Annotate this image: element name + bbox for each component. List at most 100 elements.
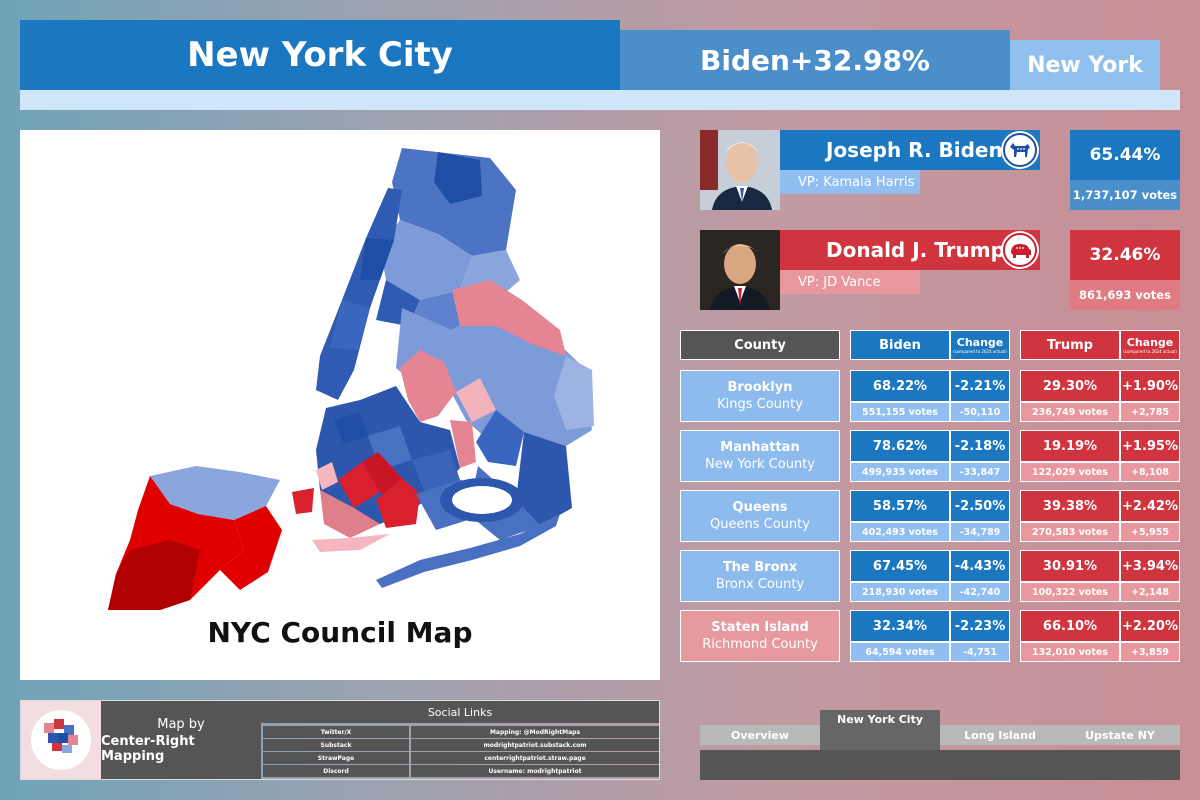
trump-vote-change-cell: +3,859	[1120, 642, 1180, 662]
social-link-row: Substack modrightpatriot.substack.com	[261, 739, 659, 752]
trump-change-cell: +1.95%	[1120, 430, 1180, 462]
header-change-note: (compared to 2024 actual)	[953, 348, 1007, 354]
county-name: Queens	[732, 500, 788, 515]
county-cell[interactable]: Queens Queens County	[680, 490, 840, 542]
margin-badge: Biden+32.98%	[620, 30, 1010, 90]
map-title: NYC Council Map	[207, 616, 473, 649]
biden-votes-cell: 402,493 votes	[850, 522, 950, 542]
trump-vote-change-cell: +2,785	[1120, 402, 1180, 422]
tab-panel	[700, 750, 1180, 780]
candidate-name-trump: Donald J. Trump	[780, 230, 1040, 270]
header-change-note: (compared to 2024 actual)	[1123, 348, 1177, 354]
map-by-label: Map by	[157, 716, 205, 732]
biden-change-cell: -2.18%	[950, 430, 1010, 462]
social-link-row: Discord Username: modrightpatriot	[261, 765, 659, 778]
trump-pct-cell: 39.38%	[1020, 490, 1120, 522]
county-cell[interactable]: Manhattan New York County	[680, 430, 840, 482]
pct-trump: 32.46%	[1070, 230, 1180, 280]
biden-votes-cell: 218,930 votes	[850, 582, 950, 602]
biden-vote-change-cell: -33,847	[950, 462, 1010, 482]
staten-island-districts	[108, 466, 282, 628]
candidate-name-biden: Joseph R. Biden	[780, 130, 1040, 170]
county-full-name: Kings County	[717, 397, 803, 412]
social-link-value[interactable]: Username: modrightpatriot	[411, 765, 659, 777]
social-link-row: StrawPage centerrightpatriot.straw.page	[261, 752, 659, 765]
trump-vote-change-cell: +8,108	[1120, 462, 1180, 482]
tab-new-york-city[interactable]: New York City	[820, 710, 940, 750]
biden-vote-change-cell: -34,789	[950, 522, 1010, 542]
social-link-row: Twitter/X Mapping: @ModRightMaps	[261, 726, 659, 739]
biden-vote-change-cell: -42,740	[950, 582, 1010, 602]
header-county: County	[680, 330, 840, 360]
center-right-mapping-logo	[21, 701, 101, 779]
biden-change-cell: -2.21%	[950, 370, 1010, 402]
biden-pct-cell: 78.62%	[850, 430, 950, 462]
header-trump-change: Change (compared to 2024 actual)	[1120, 330, 1180, 360]
map-panel: NYC Council Map	[20, 130, 660, 680]
biden-vote-change-cell: -50,110	[950, 402, 1010, 422]
tab-overview[interactable]: Overview	[700, 725, 820, 745]
county-name: The Bronx	[722, 560, 798, 575]
county-name: Brooklyn	[727, 380, 793, 395]
county-name: Staten Island	[711, 620, 809, 635]
brooklyn-districts	[292, 386, 496, 552]
county-full-name: New York County	[705, 457, 815, 472]
credits-panel: Map by Center-Right Mapping Social Links…	[20, 700, 660, 780]
tab-long-island[interactable]: Long Island	[940, 725, 1060, 745]
biden-change-cell: -4.43%	[950, 550, 1010, 582]
social-link-value[interactable]: Mapping: @ModRightMaps	[411, 726, 659, 738]
social-link-label: Twitter/X	[263, 726, 409, 738]
votes-biden: 1,737,107 votes	[1070, 180, 1180, 210]
vp-biden: VP: Kamala Harris	[780, 170, 920, 194]
trump-pct-cell: 19.19%	[1020, 430, 1120, 462]
trump-vote-change-cell: +2,148	[1120, 582, 1180, 602]
county-full-name: Richmond County	[702, 637, 818, 652]
county-cell[interactable]: Staten Island Richmond County	[680, 610, 840, 662]
biden-votes-cell: 499,935 votes	[850, 462, 950, 482]
state-label[interactable]: New York	[1010, 40, 1160, 90]
trump-change-cell: +1.90%	[1120, 370, 1180, 402]
county-cell[interactable]: The Bronx Bronx County	[680, 550, 840, 602]
social-link-label: Discord	[263, 765, 409, 777]
author-name: Center-Right Mapping	[101, 733, 195, 764]
county-full-name: Queens County	[710, 517, 810, 532]
donkey-icon	[1001, 131, 1039, 169]
trump-pct-cell: 66.10%	[1020, 610, 1120, 642]
trump-vote-change-cell: +5,955	[1120, 522, 1180, 542]
nyc-council-map	[108, 148, 594, 628]
tab-upstate-ny[interactable]: Upstate NY	[1060, 725, 1180, 745]
votes-trump: 861,693 votes	[1070, 280, 1180, 310]
rockaway-district	[376, 514, 560, 588]
trump-votes-cell: 236,749 votes	[1020, 402, 1120, 422]
biden-vote-change-cell: -4,751	[950, 642, 1010, 662]
biden-pct-cell: 68.22%	[850, 370, 950, 402]
header-biden: Biden	[850, 330, 950, 360]
header-change-label: Change	[1126, 335, 1174, 349]
social-links-title: Social Links	[261, 701, 659, 723]
page-title: New York City	[20, 20, 620, 90]
trump-votes-cell: 132,010 votes	[1020, 642, 1120, 662]
manhattan-districts	[316, 188, 402, 400]
social-link-value[interactable]: centerrightpatriot.straw.page	[411, 752, 659, 764]
biden-votes-cell: 551,155 votes	[850, 402, 950, 422]
county-full-name: Bronx County	[715, 577, 805, 592]
county-cell[interactable]: Brooklyn Kings County	[680, 370, 840, 422]
social-link-label: Substack	[263, 739, 409, 751]
biden-pct-cell: 58.57%	[850, 490, 950, 522]
social-link-label: StrawPage	[263, 752, 409, 764]
biden-photo	[700, 130, 780, 210]
biden-pct-cell: 32.34%	[850, 610, 950, 642]
biden-change-cell: -2.23%	[950, 610, 1010, 642]
trump-votes-cell: 122,029 votes	[1020, 462, 1120, 482]
trump-change-cell: +3.94%	[1120, 550, 1180, 582]
trump-votes-cell: 270,583 votes	[1020, 522, 1120, 542]
map-by-credit: Map by Center-Right Mapping	[101, 701, 261, 779]
trump-pct-cell: 30.91%	[1020, 550, 1120, 582]
social-link-value[interactable]: modrightpatriot.substack.com	[411, 739, 659, 751]
header-biden-change: Change (compared to 2024 actual)	[950, 330, 1010, 360]
trump-pct-cell: 29.30%	[1020, 370, 1120, 402]
pct-biden: 65.44%	[1070, 130, 1180, 180]
trump-change-cell: +2.20%	[1120, 610, 1180, 642]
trump-change-cell: +2.42%	[1120, 490, 1180, 522]
header-change-label: Change	[956, 335, 1004, 349]
